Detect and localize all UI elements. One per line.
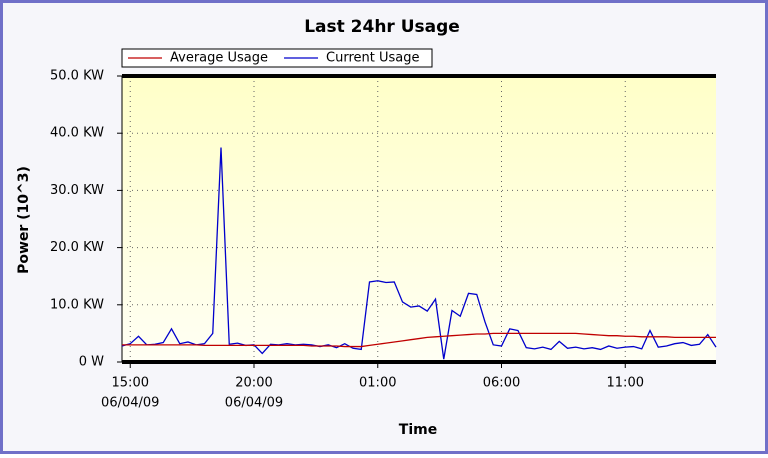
x-tick-label: 15:00 — [112, 376, 149, 391]
series-line — [122, 332, 716, 348]
y-tick-label: 20.0 KW — [50, 240, 104, 255]
chart-title: Last 24hr Usage — [304, 17, 460, 37]
y-tick-label: 10.0 KW — [50, 297, 104, 312]
legend-box — [121, 48, 433, 68]
y-tick-label: 30.0 KW — [50, 183, 104, 198]
legend-label: Average Usage — [170, 51, 268, 66]
x-tick-label: 06:00 — [483, 376, 520, 391]
x-tick-date: 06/04/09 — [225, 396, 283, 411]
y-tick-label: 0 W — [79, 355, 104, 370]
x-tick-label: 01:00 — [359, 376, 396, 391]
series-line — [121, 147, 717, 360]
x-tick-date: 06/04/09 — [101, 396, 159, 411]
legend-label: Current Usage — [326, 51, 419, 66]
plot-area — [122, 76, 716, 362]
y-axis-label: Power (10^3) — [16, 166, 32, 274]
y-tick-label: 40.0 KW — [50, 126, 104, 141]
x-tick-label: 20:00 — [235, 376, 272, 391]
y-tick-label: 50.0 KW — [50, 69, 104, 84]
x-axis-label: Time — [399, 422, 437, 438]
x-tick-label: 11:00 — [607, 376, 644, 391]
